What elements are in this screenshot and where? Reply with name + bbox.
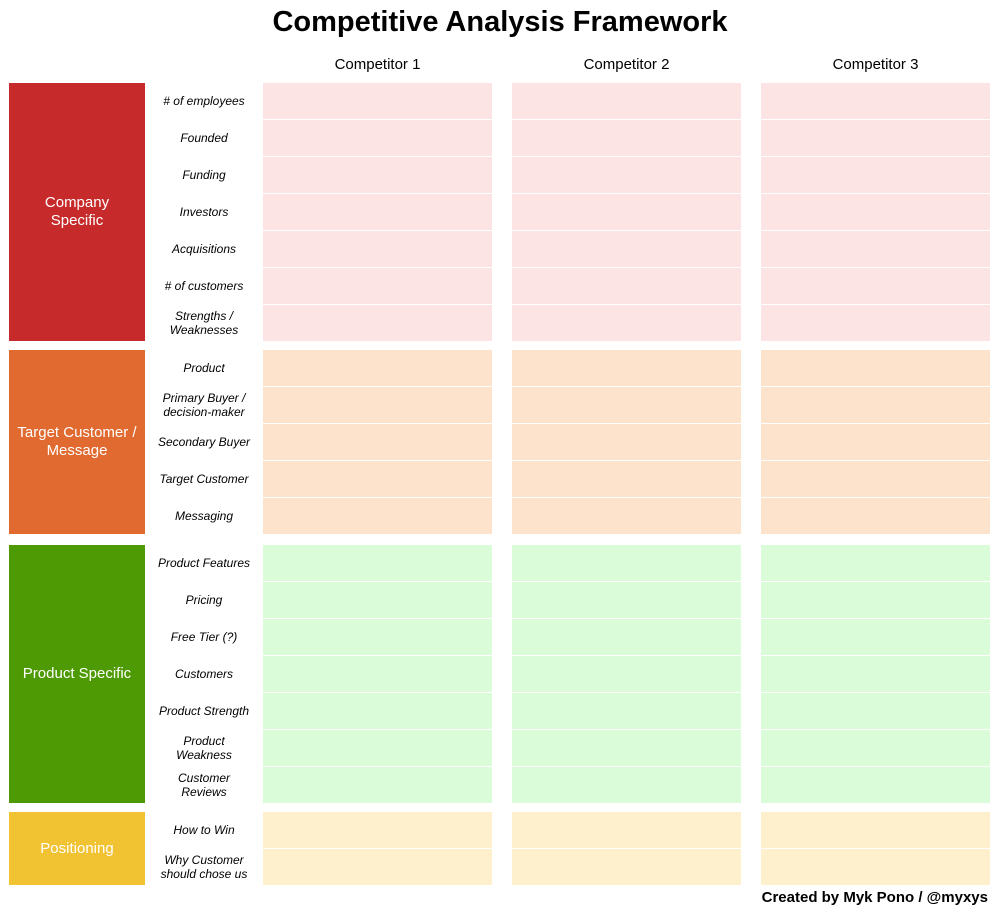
cell	[761, 194, 990, 230]
cell	[263, 730, 492, 766]
cell	[512, 83, 741, 119]
cell	[263, 656, 492, 692]
row-label: Investors	[179, 205, 229, 219]
row-label: Product Weakness	[176, 734, 232, 762]
cell	[263, 498, 492, 534]
cell	[761, 693, 990, 729]
cell	[761, 387, 990, 423]
section-label: Positioning	[9, 812, 145, 885]
cell	[512, 350, 741, 386]
cell	[263, 812, 492, 848]
cell	[263, 619, 492, 655]
cell	[512, 231, 741, 267]
cell	[263, 767, 492, 803]
cell	[512, 461, 741, 497]
row-label: Strengths / Weaknesses	[169, 309, 239, 337]
row-label: Free Tier (?)	[170, 630, 238, 644]
cell	[761, 849, 990, 885]
row-label: Product Strength	[158, 704, 250, 718]
footer: Created by Myk Pono / @myxys	[761, 889, 988, 906]
cell	[512, 424, 741, 460]
cell	[512, 545, 741, 581]
row-label: Why Customer should chose us	[160, 853, 248, 881]
section-label: Target Customer / Message	[9, 350, 145, 534]
cell	[512, 730, 741, 766]
cell	[263, 120, 492, 156]
section-label: Company Specific	[9, 83, 145, 341]
row-label: Customer Reviews	[177, 771, 230, 799]
cell	[263, 849, 492, 885]
cell	[761, 83, 990, 119]
cell	[761, 461, 990, 497]
row-label: Product Features	[157, 556, 251, 570]
cell	[263, 157, 492, 193]
cell	[761, 350, 990, 386]
cell	[512, 849, 741, 885]
cell	[761, 730, 990, 766]
row-label: # of employees	[163, 94, 245, 108]
cell	[263, 350, 492, 386]
cell	[761, 498, 990, 534]
cell	[761, 545, 990, 581]
cell	[263, 305, 492, 341]
cell	[263, 231, 492, 267]
cell	[512, 194, 741, 230]
section-label: Product Specific	[9, 545, 145, 803]
cell	[263, 545, 492, 581]
cell	[512, 767, 741, 803]
column-header: Competitor 1	[334, 55, 421, 73]
row-label: Primary Buyer / decision-maker	[162, 391, 246, 419]
cell	[263, 268, 492, 304]
row-label: Funding	[182, 168, 226, 182]
cell	[512, 120, 741, 156]
cell	[263, 424, 492, 460]
cell	[761, 305, 990, 341]
row-label: Customers	[174, 667, 233, 681]
cell	[761, 656, 990, 692]
row-label: Product	[183, 361, 225, 375]
row-label: Secondary Buyer	[157, 435, 251, 449]
cell	[512, 498, 741, 534]
cell	[761, 582, 990, 618]
cell	[761, 619, 990, 655]
cell	[512, 812, 741, 848]
cell	[512, 305, 741, 341]
row-label: Target Customer	[159, 472, 249, 486]
cell	[263, 194, 492, 230]
cell	[512, 268, 741, 304]
cell	[761, 231, 990, 267]
cell	[512, 693, 741, 729]
row-label: Acquisitions	[171, 242, 237, 256]
cell	[761, 767, 990, 803]
cell	[263, 693, 492, 729]
cell	[761, 120, 990, 156]
cell	[263, 461, 492, 497]
row-label: # of customers	[164, 279, 244, 293]
cell	[761, 812, 990, 848]
cell	[512, 619, 741, 655]
cell	[512, 387, 741, 423]
row-label: Pricing	[185, 593, 223, 607]
cell	[512, 582, 741, 618]
column-header: Competitor 3	[832, 55, 919, 73]
cell	[263, 582, 492, 618]
title: Competitive Analysis Framework	[272, 5, 728, 38]
column-header: Competitor 2	[583, 55, 670, 73]
cell	[263, 387, 492, 423]
cell	[512, 656, 741, 692]
cell	[761, 424, 990, 460]
row-label: Messaging	[174, 509, 234, 523]
cell	[263, 83, 492, 119]
cell	[512, 157, 741, 193]
cell	[761, 268, 990, 304]
row-label: Founded	[180, 131, 228, 145]
cell	[761, 157, 990, 193]
row-label: How to Win	[173, 823, 235, 837]
